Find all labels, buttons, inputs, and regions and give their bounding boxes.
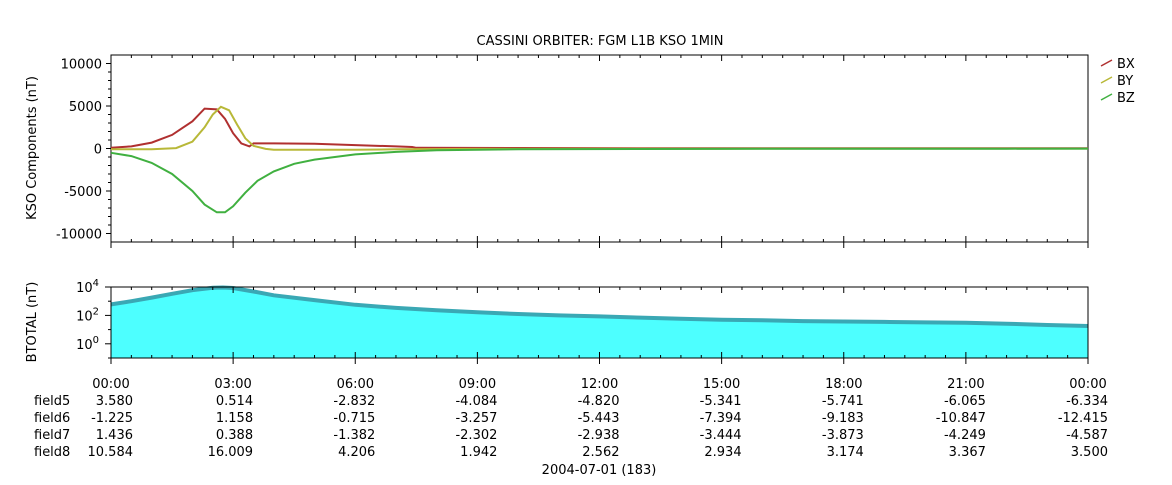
ephemeris-table: field5 3.580 0.514 -2.832 -4.084 -4.820 -5.341… [34,394,1108,460]
time-axis-labels: 00:00 03:00 06:00 09:00 12:00 15:00 18:00 21:00… [92,377,1106,392]
ephemeris-value: -0.715 [333,411,375,426]
ephemeris-value: -2.938 [578,428,620,443]
log-tick-base: 10 [76,338,93,353]
ephemeris-value: -9.183 [822,411,864,426]
ephemeris-value: -6.334 [1066,394,1108,409]
ephemeris-value: 3.367 [949,445,986,460]
ephemeris-value: 10.584 [88,445,134,460]
ephemeris-value: -6.065 [944,394,986,409]
ephemeris-value: -1.225 [91,411,133,426]
legend-swatch-bz [1100,93,1113,101]
time-tick-label: 21:00 [947,377,984,392]
btotal-ylabel: BTOTAL (nT) [25,282,40,363]
series-line-bx [110,107,1088,150]
components-panel: 10000 5000 0 -5000 -10000 KSO Components (nT… [25,54,1089,248]
components-x-ticks [110,55,1089,248]
y-tick-label: 5000 [69,100,102,115]
ephemeris-value: 1.158 [216,411,253,426]
ephemeris-value: -2.832 [333,394,375,409]
time-tick-label: 18:00 [825,377,862,392]
ephemeris-value: 2.934 [704,445,741,460]
legend: BX BY BZ [1100,57,1135,106]
legend-label-bz: BZ [1117,91,1135,106]
log-tick-base: 10 [76,309,93,324]
ephemeris-value: -10.847 [936,411,986,426]
ephemeris-value: -7.394 [700,411,742,426]
log-tick-exponent: 4 [93,278,99,289]
ephemeris-value: 1.436 [96,428,133,443]
time-tick-label: 06:00 [337,377,374,392]
ephemeris-value: 3.500 [1071,445,1108,460]
legend-swatch-by [1100,76,1113,84]
ephemeris-value: -4.084 [455,394,497,409]
ephemeris-row-label: field6 [34,411,70,426]
y-tick-label: -10000 [56,228,102,243]
log-tick-label: 100 [76,335,99,353]
ephemeris-value: -4.820 [578,394,620,409]
ephemeris-value: -3.444 [700,428,742,443]
time-tick-label: 15:00 [703,377,740,392]
ephemeris-value: -5.341 [700,394,742,409]
log-tick-exponent: 2 [93,306,99,317]
ephemeris-value: 3.174 [827,445,864,460]
ephemeris-value: -4.587 [1066,428,1108,443]
log-tick-label: 102 [76,306,99,324]
btotal-area [110,285,1089,358]
btotal-edge [110,285,1089,328]
log-tick-exponent: 0 [93,335,99,346]
chart-title: CASSINI ORBITER: FGM L1B KSO 1MIN [477,34,724,49]
time-tick-label: 09:00 [459,377,496,392]
components-lines [110,105,1089,214]
date-label: 2004-07-01 (183) [542,463,657,478]
ephemeris-row-label: field8 [34,445,70,460]
legend-swatch-bx [1100,59,1113,67]
ephemeris-value: 16.009 [208,445,254,460]
ephemeris-value: -5.443 [578,411,620,426]
ephemeris-value: 0.388 [216,428,253,443]
components-ylabel: KSO Components (nT) [25,76,40,220]
ephemeris-value: -3.257 [455,411,497,426]
ephemeris-value: -12.415 [1058,411,1108,426]
ephemeris-value: 4.206 [338,445,375,460]
time-tick-label: 00:00 [1069,377,1106,392]
ephemeris-value: -3.873 [822,428,864,443]
time-tick-label: 12:00 [581,377,618,392]
time-tick-label: 03:00 [214,377,251,392]
ephemeris-value: 1.942 [460,445,497,460]
legend-label-bx: BX [1117,57,1135,72]
log-tick-label: 104 [76,278,99,296]
ephemeris-value: -4.249 [944,428,986,443]
ephemeris-value: -2.302 [455,428,497,443]
y-tick-label: -5000 [64,185,102,200]
components-y-ticks: 10000 5000 0 -5000 -10000 [56,58,111,243]
ephemeris-value: 0.514 [216,394,253,409]
ephemeris-row-label: field7 [34,428,70,443]
ephemeris-value: 2.562 [582,445,619,460]
ephemeris-value: -5.741 [822,394,864,409]
time-tick-label: 00:00 [92,377,129,392]
ephemeris-row-label: field5 [34,394,70,409]
ephemeris-value: -1.382 [333,428,375,443]
series-line-bz [110,147,1089,214]
log-tick-base: 10 [76,281,93,296]
y-tick-label: 0 [94,143,102,158]
ephemeris-value: 3.580 [96,394,133,409]
y-tick-label: 10000 [61,58,102,73]
legend-label-by: BY [1117,74,1133,89]
btotal-x-ticks [110,287,1089,364]
